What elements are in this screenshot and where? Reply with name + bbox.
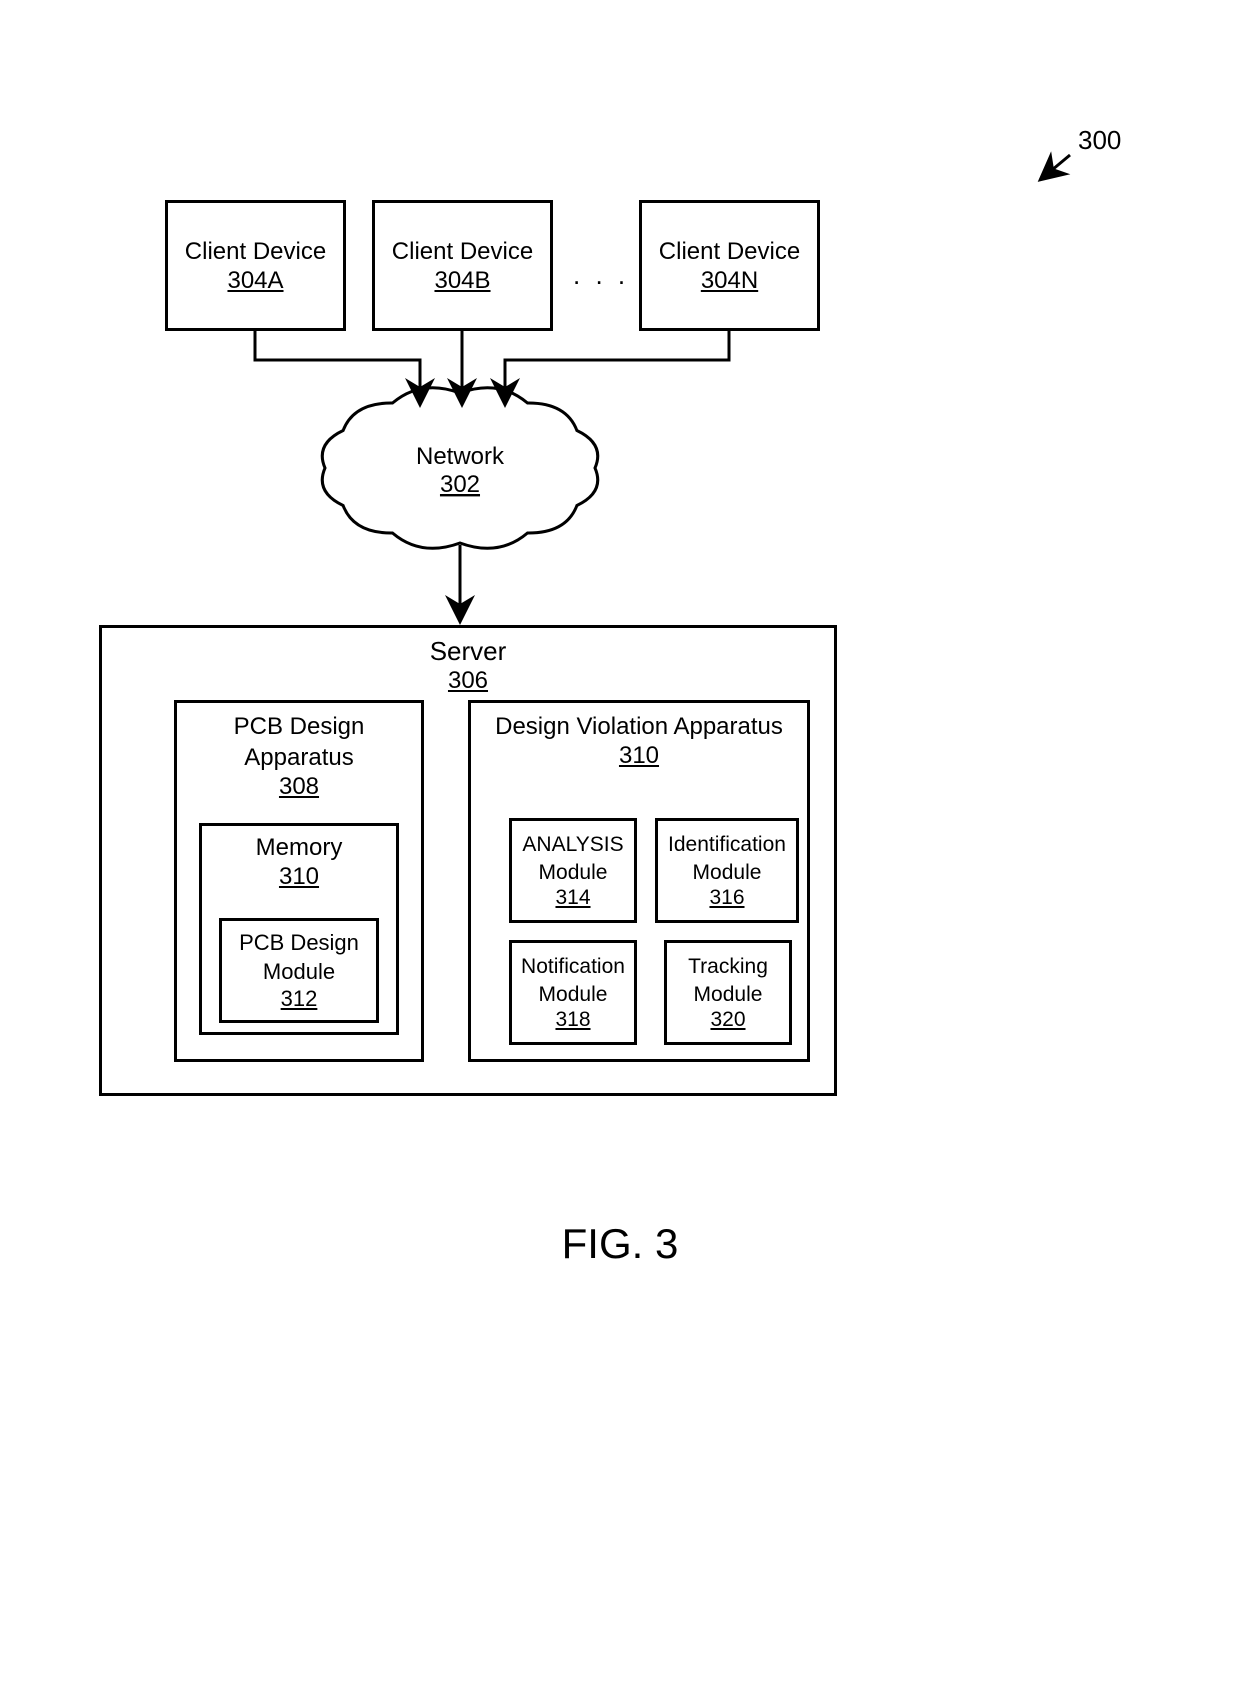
analysis-module-box: ANALYSIS Module 314 (509, 818, 637, 923)
tracking-line1: Tracking (688, 953, 768, 980)
notification-line1: Notification (521, 953, 625, 980)
figure-ref-arrow (1040, 155, 1070, 180)
pcb-apparatus-ref: 308 (279, 773, 319, 801)
analysis-line1: ANALYSIS (522, 831, 623, 858)
pcb-module-box: PCB Design Module 312 (219, 918, 379, 1023)
client-a-title: Client Device (185, 236, 326, 267)
client-a-ref: 304A (227, 267, 283, 295)
notification-line2: Module (539, 981, 608, 1008)
network-cloud (322, 388, 597, 549)
notification-ref: 318 (555, 1008, 590, 1032)
memory-ref: 310 (279, 863, 319, 891)
client-device-a: Client Device 304A (165, 200, 346, 331)
tracking-module-box: Tracking Module 320 (664, 940, 792, 1045)
client-n-ref: 304N (701, 267, 758, 295)
violation-apparatus-title: Design Violation Apparatus (495, 711, 783, 742)
network-title: Network (416, 443, 505, 470)
figure-ref-number: 300 (1078, 125, 1121, 156)
server-title: Server (430, 636, 507, 667)
client-device-b: Client Device 304B (372, 200, 553, 331)
arrow-client-a-to-network (255, 331, 420, 405)
arrow-client-n-to-network (505, 331, 729, 405)
identification-line1: Identification (668, 831, 786, 858)
analysis-ref: 314 (555, 886, 590, 910)
clients-ellipsis: . . . (573, 260, 629, 291)
identification-line2: Module (693, 859, 762, 886)
notification-module-box: Notification Module 318 (509, 940, 637, 1045)
tracking-line2: Module (694, 981, 763, 1008)
server-ref: 306 (448, 667, 488, 695)
pcb-module-title: PCB Design Module (222, 929, 376, 986)
memory-title: Memory (256, 832, 343, 863)
analysis-line2: Module (539, 859, 608, 886)
client-b-ref: 304B (434, 267, 490, 295)
pcb-module-ref: 312 (281, 986, 318, 1012)
network-ref: 302 (440, 471, 480, 498)
pcb-apparatus-title: PCB Design Apparatus (177, 711, 421, 773)
identification-module-box: Identification Module 316 (655, 818, 799, 923)
figure-caption: FIG. 3 (562, 1220, 679, 1268)
client-device-n: Client Device 304N (639, 200, 820, 331)
identification-ref: 316 (709, 886, 744, 910)
tracking-ref: 320 (710, 1008, 745, 1032)
client-b-title: Client Device (392, 236, 533, 267)
client-n-title: Client Device (659, 236, 800, 267)
violation-apparatus-ref: 310 (619, 742, 659, 770)
